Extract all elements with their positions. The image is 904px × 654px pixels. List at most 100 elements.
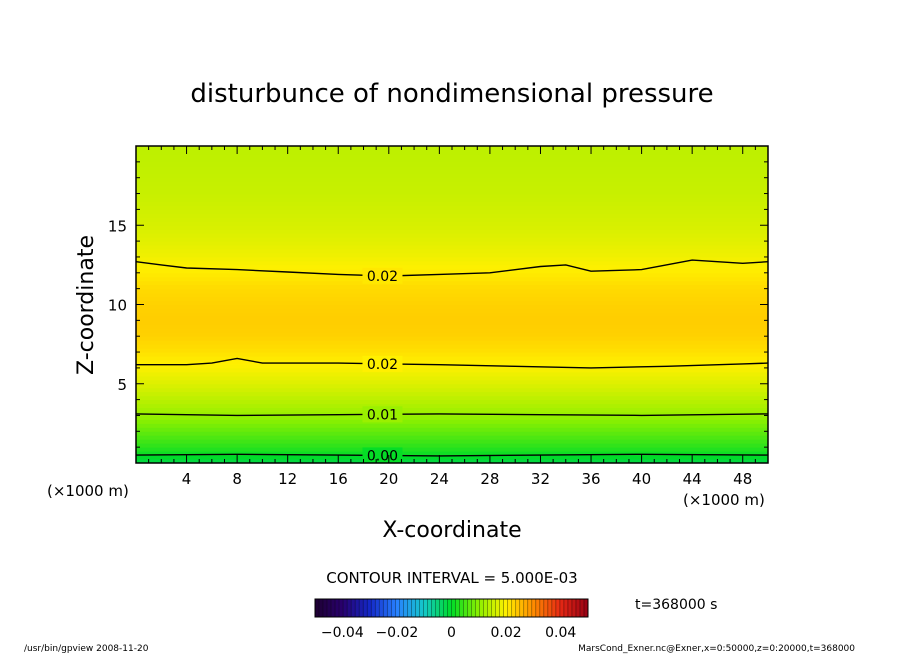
colorbar-segment — [335, 599, 340, 617]
colorbar-tick-label: 0 — [447, 625, 456, 641]
colorbar-tick-label: −0.02 — [375, 625, 418, 641]
colorbar-segment — [547, 599, 553, 617]
contour-label-bg — [362, 355, 403, 372]
heatmap-band — [136, 319, 768, 325]
contour-label-bg — [362, 406, 403, 423]
colorbar-segment — [507, 599, 513, 617]
heatmap-band — [136, 375, 768, 381]
contour-label: 0.02 — [367, 269, 398, 285]
colorbar — [314, 599, 589, 617]
heatmap-band — [136, 216, 768, 222]
colorbar-segment — [395, 599, 400, 617]
heatmap-band — [136, 185, 768, 191]
heatmap-band — [136, 307, 768, 313]
heatmap-band — [136, 422, 768, 428]
heatmap-band — [136, 327, 768, 333]
colorbar-segment — [379, 599, 384, 617]
heatmap-band — [136, 252, 768, 258]
colorbar-segment — [423, 599, 428, 617]
colorbar-tick-label: 0.04 — [545, 625, 576, 641]
heatmap-band — [136, 438, 768, 444]
x-tick-label: 12 — [278, 470, 297, 488]
heatmap-band — [136, 248, 768, 254]
colorbar-segment — [399, 599, 404, 617]
colorbar-segment — [371, 599, 376, 617]
colorbar-segment — [483, 599, 488, 617]
contour-labels: 0.02 0.02 0.01 0.00 — [362, 267, 403, 464]
colorbar-segment — [467, 599, 472, 617]
heatmap-band — [136, 177, 768, 183]
colorbar-segment — [455, 599, 460, 617]
colorbar-segment — [511, 599, 517, 617]
colorbar-segment — [363, 599, 368, 617]
heatmap-band — [136, 395, 768, 401]
colorbar-segment — [319, 599, 324, 617]
colorbar-segment — [463, 599, 468, 617]
heatmap-band — [136, 173, 768, 179]
x-tick-label: 16 — [329, 470, 348, 488]
colorbar-segment — [407, 599, 412, 617]
heatmap-band — [136, 153, 768, 159]
heatmap-band — [136, 351, 768, 357]
colorbar-frame — [314, 598, 589, 618]
heatmap-band — [136, 359, 768, 365]
contour-label-bg — [362, 447, 403, 464]
heatmap-band — [136, 343, 768, 349]
heatmap-band — [136, 260, 768, 266]
colorbar-segment — [523, 599, 529, 617]
colorbar-tick-labels: −0.04 −0.02 0 0.02 0.04 — [321, 625, 577, 641]
heatmap-band — [136, 181, 768, 187]
heatmap-band — [136, 426, 768, 432]
heatmap-band — [136, 335, 768, 341]
heatmap-band — [136, 204, 768, 210]
contour-line — [136, 413, 768, 417]
heatmap-band — [136, 383, 768, 389]
x-axis-label: X-coordinate — [382, 518, 521, 543]
colorbar-segment — [459, 599, 464, 617]
colorbar-segment — [495, 599, 500, 617]
colorbar-segment — [431, 599, 436, 617]
heatmap-band — [136, 288, 768, 294]
colorbar-segment — [567, 599, 573, 617]
heatmap-band — [136, 450, 768, 456]
heatmap-band — [136, 161, 768, 167]
x-tick-label: 40 — [632, 470, 651, 488]
heatmap-band — [136, 276, 768, 282]
colorbar-segment — [487, 599, 492, 617]
colorbar-segment — [439, 599, 444, 617]
colorbar-segment — [479, 599, 484, 617]
colorbar-segment — [555, 599, 561, 617]
heatmap-band — [136, 236, 768, 242]
colorbar-segment — [543, 599, 549, 617]
heatmap-band — [136, 355, 768, 361]
colorbar-segment — [563, 599, 569, 617]
colorbar-segment — [519, 599, 525, 617]
heatmap-band — [136, 189, 768, 195]
colorbar-segment — [403, 599, 408, 617]
heatmap-band — [136, 244, 768, 250]
heatmap-band — [136, 407, 768, 412]
heatmap-band — [136, 256, 768, 262]
x-tick-label: 24 — [430, 470, 449, 488]
colorbar-segment — [583, 599, 589, 617]
heatmap-band — [136, 169, 768, 175]
x-unit-label-right: (×1000 m) — [683, 491, 765, 509]
heatmap-band — [136, 165, 768, 171]
x-tick-label: 20 — [379, 470, 398, 488]
colorbar-segment — [367, 599, 372, 617]
x-tick-label: 44 — [683, 470, 702, 488]
x-tick-label: 48 — [733, 470, 752, 488]
colorbar-segment — [375, 599, 380, 617]
colorbar-segment — [347, 599, 352, 617]
heatmap-band — [136, 300, 768, 305]
colorbar-segment — [559, 599, 565, 617]
heatmap-band — [136, 454, 768, 460]
heatmap-band — [136, 414, 768, 420]
y-axis-ticks: 5 10 15 — [108, 161, 768, 448]
heatmap-band — [136, 323, 768, 329]
x-tick-label: 4 — [182, 470, 192, 488]
heatmap-band — [136, 367, 768, 373]
heatmap-band — [136, 193, 768, 199]
colorbar-segment — [331, 599, 336, 617]
heatmap-band — [136, 391, 768, 397]
